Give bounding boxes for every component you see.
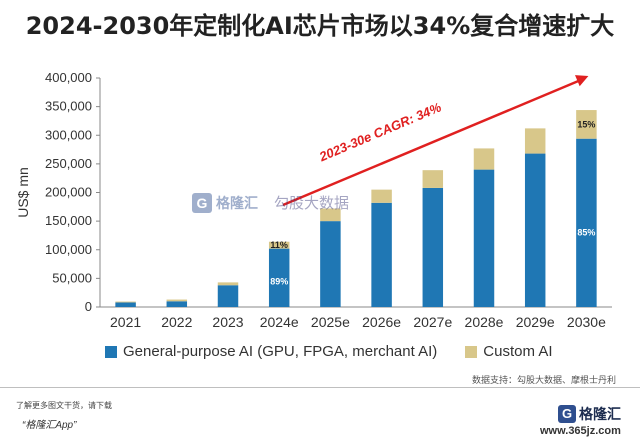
watermark: G 格隆汇 勾股大数据 <box>192 192 349 213</box>
watermark-site: 勾股大数据 <box>274 195 350 212</box>
bar-general-purpose <box>217 285 239 307</box>
x-tick-label: 2025e <box>311 314 350 330</box>
data-label-general: 85% <box>577 227 595 237</box>
bar-general-purpose <box>371 202 392 307</box>
bar-custom-ai <box>166 299 188 302</box>
y-tick-label: 200,000 <box>45 185 92 200</box>
y-tick-label: 250,000 <box>45 156 92 171</box>
bar-custom-ai <box>217 282 239 286</box>
cagr-arrow-line <box>282 79 579 207</box>
cagr-label: 2023-30e CAGR: 34% <box>316 99 444 164</box>
x-tick-label: 2022 <box>161 314 192 330</box>
data-label-custom: 11% <box>270 240 288 250</box>
bar-general-purpose <box>268 248 290 307</box>
y-tick-label: 100,000 <box>45 242 92 257</box>
x-tick-label: 2023 <box>212 314 243 330</box>
legend-swatch-general <box>105 345 117 358</box>
footer-download-text: 了解更多图文干货，请下载 <box>16 401 112 410</box>
chart-legend: General-purpose AI (GPU, FPGA, merchant … <box>105 343 581 360</box>
brand-logo-icon: G <box>558 405 576 423</box>
data-label-custom: 15% <box>577 119 595 129</box>
legend-label-general: General-purpose AI (GPU, FPGA, merchant … <box>123 343 438 360</box>
bar-general-purpose <box>473 169 495 307</box>
source-note: 数据支持：勾股大数据、摩根士丹利 <box>471 375 616 385</box>
brand-name: 格隆汇 <box>579 406 621 422</box>
x-tick-label: 2027e <box>413 314 452 330</box>
bar-custom-ai <box>371 189 392 203</box>
footer-divider <box>0 387 640 388</box>
bar-custom-ai <box>268 241 290 249</box>
footer-app-name: “格隆汇App” <box>22 420 77 431</box>
y-tick-label: 50,000 <box>52 270 92 285</box>
y-tick-label: 300,000 <box>45 127 92 142</box>
bar-custom-ai <box>422 170 444 188</box>
x-tick-label: 2030e <box>567 314 606 330</box>
y-tick-label: 400,000 <box>45 70 92 85</box>
data-label-general: 89% <box>270 277 288 287</box>
y-tick-label: 150,000 <box>45 213 92 228</box>
cagr-arrow-head <box>575 75 589 87</box>
x-tick-label: 2028e <box>465 314 504 330</box>
watermark-brand: 格隆汇 <box>216 194 258 211</box>
footer-url[interactable]: www.365jz.com <box>540 425 621 437</box>
bar-custom-ai <box>524 128 546 154</box>
bar-general-purpose <box>576 138 597 307</box>
bar-custom-ai <box>473 148 495 170</box>
bar-general-purpose <box>524 153 546 307</box>
legend-item-custom: Custom AI <box>465 343 553 360</box>
x-tick-label: 2021 <box>110 314 141 330</box>
bar-general-purpose <box>166 301 188 307</box>
x-tick-label: 2026e <box>362 314 401 330</box>
chart-title: 2024-2030年定制化AI芯片市场以34%复合增速扩大 <box>25 12 615 40</box>
y-tick-label: 0 <box>85 299 92 314</box>
y-axis-label: US$ mn <box>15 167 31 218</box>
legend-item-general: General-purpose AI (GPU, FPGA, merchant … <box>105 343 437 360</box>
bar-custom-ai <box>320 208 341 222</box>
bar-general-purpose <box>422 187 444 307</box>
bar-general-purpose <box>320 221 341 307</box>
bar-custom-ai <box>576 110 597 139</box>
x-tick-label: 2024e <box>260 314 299 330</box>
legend-label-custom: Custom AI <box>483 343 553 360</box>
legend-swatch-custom <box>465 345 478 358</box>
footer-logo[interactable]: G 格隆汇 <box>558 404 621 424</box>
watermark-logo-icon: G <box>192 192 212 213</box>
y-tick-label: 350,000 <box>45 99 92 114</box>
bar-general-purpose <box>115 302 136 307</box>
x-tick-label: 2029e <box>516 314 555 330</box>
bar-custom-ai <box>115 301 136 303</box>
